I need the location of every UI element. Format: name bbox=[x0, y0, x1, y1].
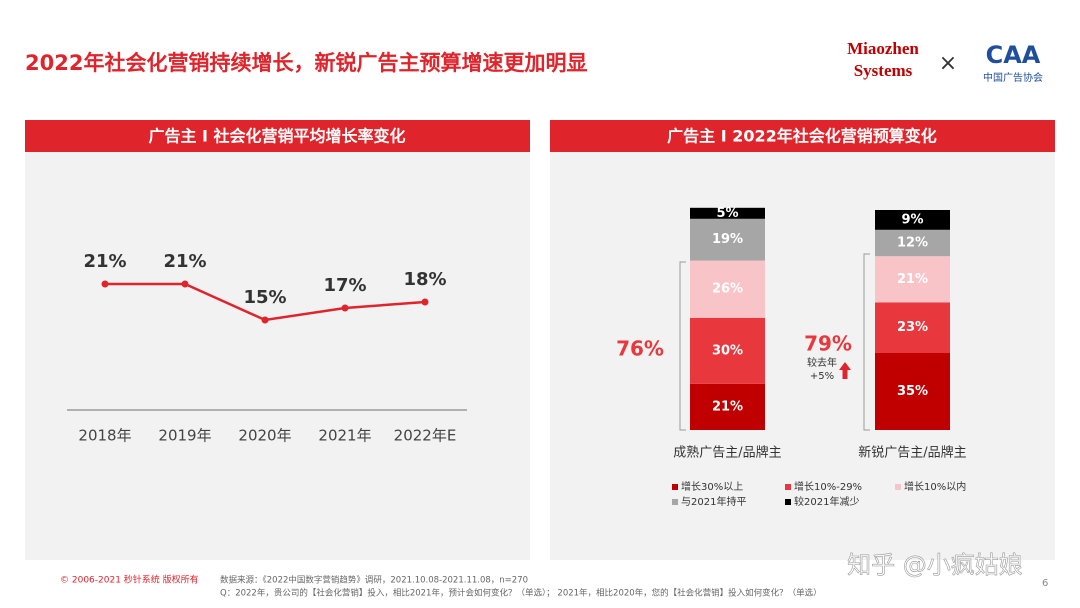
data-label: 23% bbox=[897, 320, 928, 335]
bar-segment bbox=[875, 302, 950, 353]
bar-segment bbox=[875, 256, 950, 303]
legend-label: 增长10%以内 bbox=[904, 480, 966, 493]
legend-swatch bbox=[672, 484, 678, 490]
x-tick-label: 2018年 bbox=[78, 427, 131, 445]
data-label: 21% bbox=[712, 399, 743, 414]
point bbox=[341, 304, 349, 312]
data-label: 21% bbox=[83, 251, 126, 272]
legend-label: 增长30%以上 bbox=[681, 480, 743, 493]
legend-swatch bbox=[785, 484, 791, 490]
logo-text: 中国广告协会 bbox=[983, 71, 1043, 84]
data-label: 19% bbox=[712, 232, 743, 247]
bar-segment bbox=[690, 218, 765, 261]
annotation: 79% bbox=[804, 332, 852, 356]
watermark: 知乎 @小疯姑娘 bbox=[847, 551, 1023, 579]
data-label: 17% bbox=[323, 275, 366, 296]
annotation: +5% bbox=[810, 371, 834, 382]
point bbox=[261, 316, 269, 324]
bar-segment bbox=[875, 353, 950, 430]
legend-swatch bbox=[785, 499, 791, 505]
legend-label: 与2021年持平 bbox=[681, 495, 746, 508]
logo-text: Miaozhen bbox=[847, 39, 919, 58]
legend-swatch bbox=[895, 484, 901, 490]
annotation: 较去年 bbox=[807, 356, 837, 369]
point bbox=[421, 298, 429, 306]
bar-segment bbox=[875, 229, 950, 257]
legend-label: 增长10%-29% bbox=[794, 480, 862, 493]
x-tick-label: 2020年 bbox=[238, 427, 291, 445]
data-label: 35% bbox=[897, 384, 928, 399]
page-number: 6 bbox=[1042, 578, 1048, 589]
up-arrow bbox=[839, 362, 851, 379]
source: 数据来源：《2022中国数字营销趋势》调研，2021.10.08-2021.11… bbox=[220, 575, 528, 586]
data-label: 21% bbox=[897, 272, 928, 287]
copyright: © 2006-2021 秒针系统 版权所有 bbox=[60, 574, 199, 586]
point bbox=[101, 280, 109, 288]
panel-header bbox=[550, 120, 1055, 152]
logo-text: Systems bbox=[854, 61, 913, 80]
annotation: 76% bbox=[616, 337, 664, 361]
bar-segment bbox=[875, 210, 950, 230]
bar-segment bbox=[690, 383, 765, 430]
logo-text: CAA bbox=[986, 41, 1041, 69]
data-label: 9% bbox=[901, 212, 923, 227]
panel-header bbox=[25, 120, 530, 152]
x-tick-label: 成熟广告主/品牌主 bbox=[673, 445, 781, 461]
x-tick-label: 新锐广告主/品牌主 bbox=[858, 445, 966, 461]
panel bbox=[550, 120, 1055, 560]
legend-label: 较2021年减少 bbox=[794, 495, 859, 508]
x-tick-label: 2021年 bbox=[318, 427, 371, 445]
panel-title: 广告主 I 社会化营销平均增长率变化 bbox=[148, 127, 405, 146]
data-label: 12% bbox=[897, 236, 928, 251]
x-tick-label: 2019年 bbox=[158, 427, 211, 445]
data-label: 15% bbox=[243, 287, 286, 308]
point bbox=[181, 280, 189, 288]
bar-segment bbox=[690, 317, 765, 384]
panel-title: 广告主 I 2022年社会化营销预算变化 bbox=[667, 127, 937, 146]
question: Q：2022年，贵公司的【社会化营销】投入，相比2021年，预计会如何变化？（单… bbox=[220, 588, 822, 599]
bar-segment bbox=[690, 260, 765, 318]
bracket bbox=[863, 253, 870, 431]
bracket bbox=[679, 261, 686, 431]
x-tick-label: 2022年E bbox=[394, 427, 457, 445]
data-label: 21% bbox=[163, 251, 206, 272]
slide-title: 2022年社会化营销持续增长，新锐广告主预算增速更加明显 bbox=[25, 51, 587, 75]
data-label: 18% bbox=[403, 269, 446, 290]
legend-swatch bbox=[672, 499, 678, 505]
data-label: 5% bbox=[716, 206, 738, 221]
panel bbox=[25, 120, 530, 560]
times: × bbox=[939, 51, 957, 76]
bar-segment bbox=[690, 207, 765, 219]
data-label: 26% bbox=[712, 282, 743, 297]
data-label: 30% bbox=[712, 343, 743, 358]
